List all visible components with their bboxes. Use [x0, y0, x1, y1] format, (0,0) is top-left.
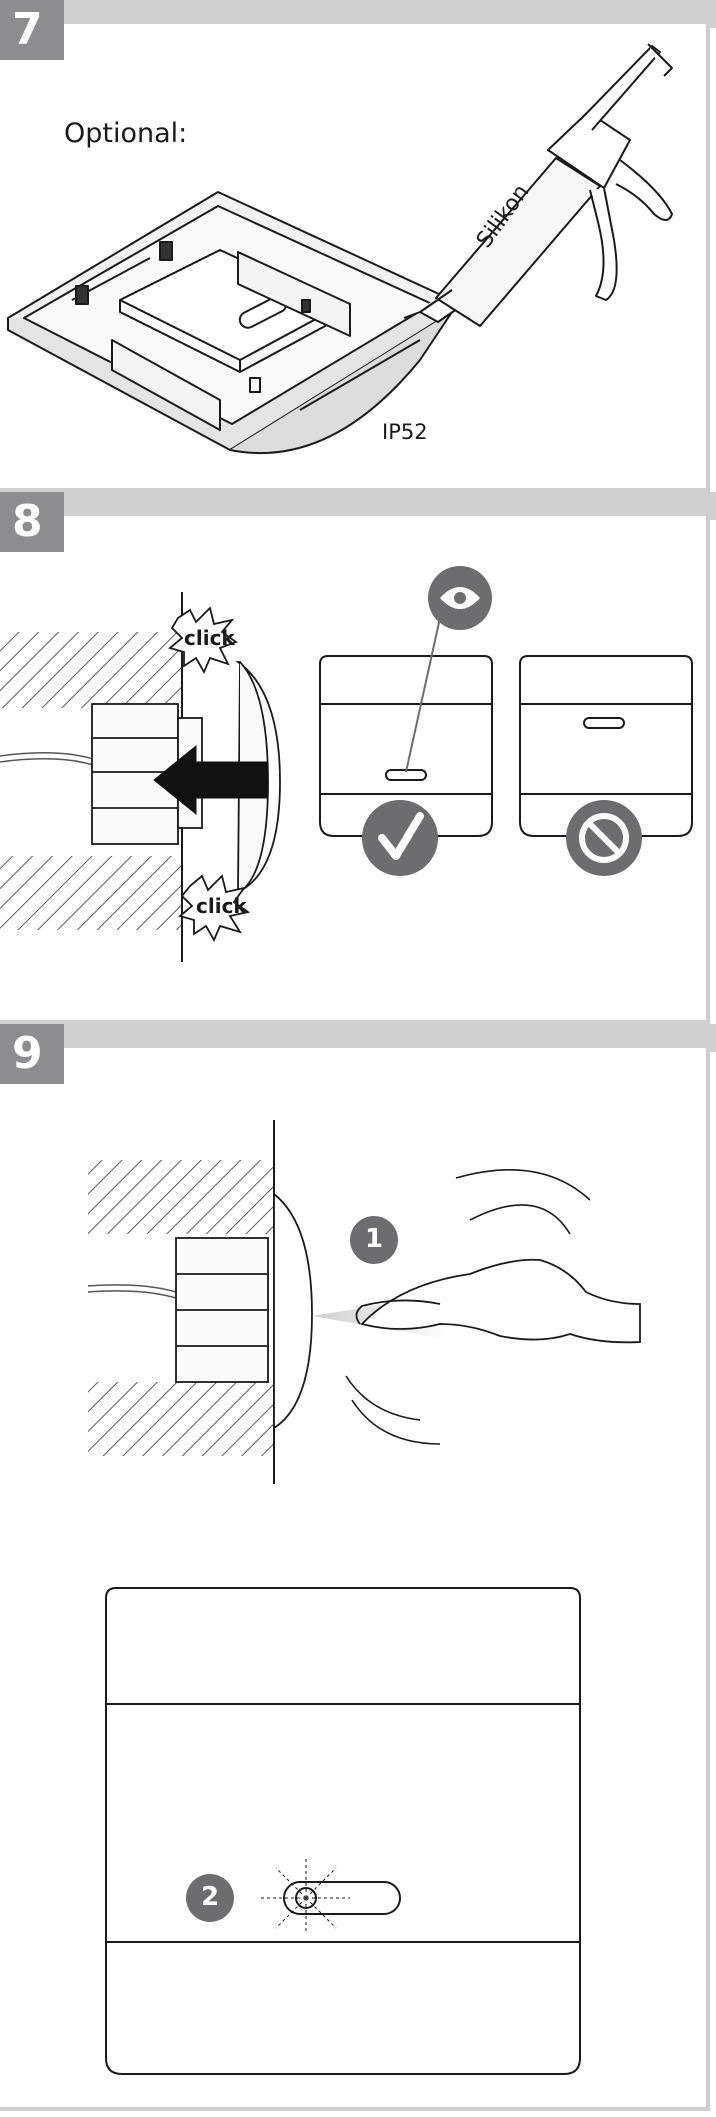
- step-9-header-bar: [0, 1024, 716, 1052]
- step-9-panel: 9: [0, 1024, 716, 2117]
- callout-1-circle: [350, 1216, 398, 1264]
- callout-1-number: 1: [364, 1224, 384, 1254]
- check-icon: [362, 800, 438, 876]
- step-7-number: 7: [0, 0, 64, 60]
- push-arrow: [153, 744, 269, 816]
- callout-2-circle: [186, 1874, 234, 1922]
- step-8-illustration: [0, 566, 693, 962]
- step-7-panel: 7: [0, 0, 716, 492]
- step-9-illustration: [87, 1120, 641, 2075]
- callout-2-number: 2: [200, 1882, 220, 1912]
- step-9-number: 9: [0, 1024, 64, 1084]
- step-8-panel: 8: [0, 492, 716, 1024]
- optional-label: Optional:: [64, 118, 188, 149]
- step-7-header-bar: [0, 0, 716, 28]
- click-label-bottom: click: [196, 894, 247, 918]
- click-label-top: click: [184, 626, 235, 650]
- step-8-header-bar: [0, 492, 716, 520]
- ip-rating-label: IP52: [382, 420, 428, 444]
- step-8-number: 8: [0, 492, 64, 552]
- hand-icon: [360, 1258, 641, 1344]
- step-7-illustration: [7, 43, 673, 454]
